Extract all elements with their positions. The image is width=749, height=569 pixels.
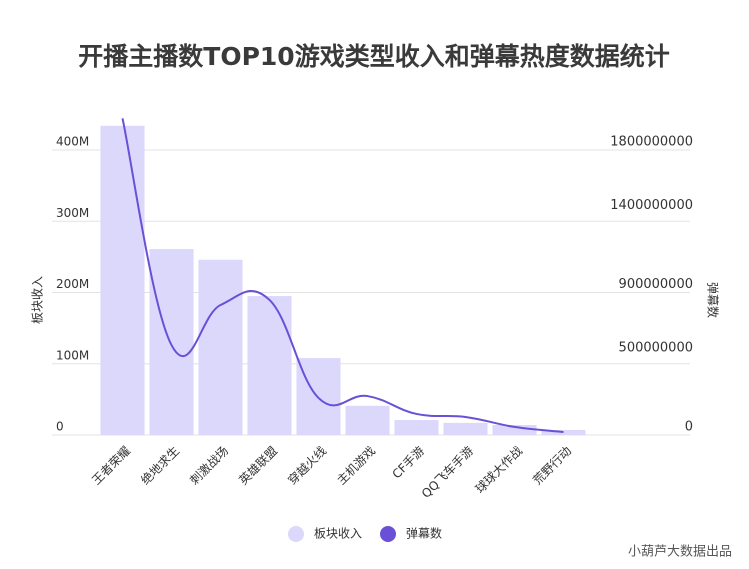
x-tick-label: CF手游: [389, 444, 427, 482]
bar: [149, 249, 194, 435]
x-tick-label: 刺激战场: [187, 444, 231, 488]
bar: [541, 430, 586, 435]
y2-tick-label: 900000000: [619, 277, 693, 292]
y-axis-label: 板块收入: [31, 276, 45, 324]
y2-tick-label: 500000000: [619, 340, 693, 355]
x-tick-label: QQ飞车手游: [418, 443, 476, 501]
x-tick-label: 绝地求生: [138, 443, 183, 488]
bar: [394, 420, 439, 435]
x-tick-label: 穿越火线: [285, 443, 330, 488]
chart-title: 开播主播数TOP10游戏类型收入和弹幕热度数据统计: [78, 42, 669, 71]
x-tick-label: 球球大作战: [473, 444, 525, 496]
legend-swatch: [380, 526, 396, 542]
x-tick-label: 王者荣耀: [89, 444, 133, 488]
line: [121, 118, 564, 433]
y2-tick-label: 1800000000: [610, 135, 693, 150]
y-tick-label: 100M: [56, 348, 89, 362]
y-tick-label: 300M: [56, 206, 89, 220]
bar: [345, 405, 390, 435]
legend-label: 弹幕数: [406, 526, 442, 541]
footer: 小葫芦大数据出品: [628, 545, 732, 560]
y-tick-label: 200M: [56, 277, 89, 291]
x-tick-label: 荒野行动: [530, 444, 574, 488]
bar: [198, 259, 243, 435]
y2-tick-label: 0: [685, 420, 693, 435]
y-tick-label: 0: [56, 420, 64, 434]
legend-swatch: [288, 526, 304, 542]
x-tick-label: 主机游戏: [334, 444, 378, 488]
bar: [100, 125, 145, 436]
bar: [443, 422, 488, 435]
bar: [296, 358, 341, 435]
y2-axis-label: 弹幕数: [706, 282, 721, 318]
y2-tick-label: 1400000000: [610, 198, 693, 213]
bar: [247, 296, 292, 435]
bar: [492, 425, 537, 435]
x-tick-label: 英雄联盟: [236, 443, 281, 488]
y-tick-label: 400M: [56, 135, 89, 149]
legend-label: 板块收入: [314, 527, 362, 541]
